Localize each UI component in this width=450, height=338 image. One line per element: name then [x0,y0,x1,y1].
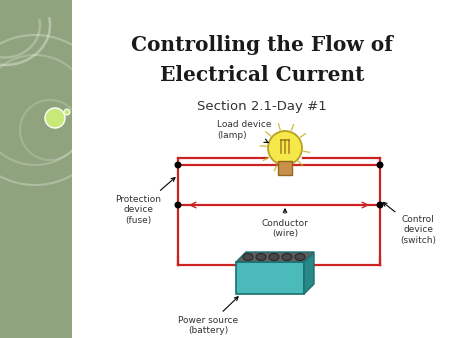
Ellipse shape [282,254,292,261]
Circle shape [377,162,383,169]
Circle shape [377,201,383,209]
Text: Power source
(battery): Power source (battery) [178,297,238,335]
Ellipse shape [243,254,253,261]
Bar [278,161,292,175]
Bar [72,0,450,338]
Text: Section 2.1-Day #1: Section 2.1-Day #1 [197,100,327,113]
Circle shape [64,109,70,115]
Ellipse shape [295,254,305,261]
Circle shape [45,108,65,128]
Text: Electrical Current: Electrical Current [160,65,364,85]
Polygon shape [304,252,314,294]
Text: Controlling the Flow of: Controlling the Flow of [131,35,393,55]
Circle shape [268,131,302,165]
Text: Conductor
(wire): Conductor (wire) [261,209,308,238]
Ellipse shape [269,254,279,261]
Text: Load device
(lamp): Load device (lamp) [217,120,271,143]
Bar [236,262,304,294]
Text: Control
device
(switch): Control device (switch) [383,202,436,245]
Polygon shape [236,252,314,262]
Circle shape [175,162,181,169]
Circle shape [175,201,181,209]
Bar [0,0,72,338]
Ellipse shape [256,254,266,261]
Text: Protection
device
(fuse): Protection device (fuse) [115,178,175,225]
